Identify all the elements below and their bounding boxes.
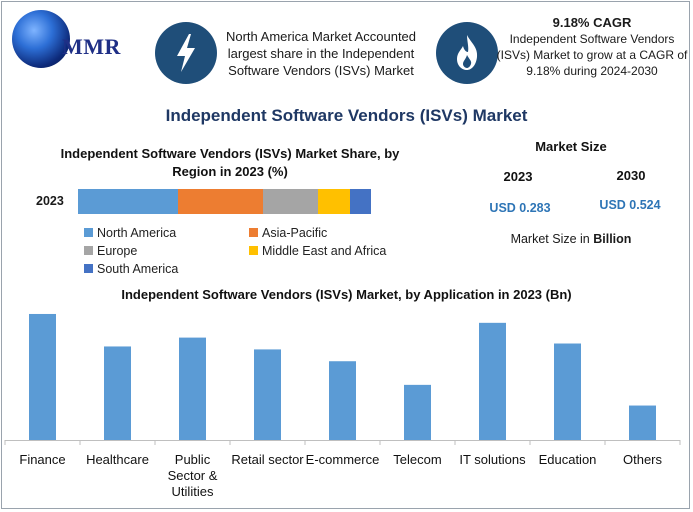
market-size-unit-prefix: Market Size in [510,232,594,246]
page-title: Independent Software Vendors (ISVs) Mark… [165,106,528,125]
cagr-title: 9.18% CAGR [552,15,632,30]
globe-logo-icon [12,10,70,68]
market-size-value-2030: USD 0.524 [599,198,661,212]
flame-icon [436,22,498,84]
legend-europe: Europe [84,244,137,258]
legend-swatch [84,228,93,237]
category-label: Telecom [393,452,442,467]
legend-south-america: South America [84,262,178,276]
cagr-description: Independent Software Vendors (ISVs) Mark… [496,32,688,78]
category-label: Retail sector [231,452,304,467]
logo-text: MMR [62,34,121,59]
legend-label: Europe [97,244,138,258]
lightning-icon [155,22,217,84]
bar-public-sector-utilities [179,337,206,440]
stack-segment-south-america [350,189,371,214]
category-label: Education [538,452,597,467]
bar-finance [29,313,56,440]
legend-swatch [249,246,258,255]
legend-middle-east-africa: Middle East and Africa [249,244,386,258]
application-chart-title: Independent Software Vendors (ISVs) Mark… [121,287,572,302]
category-label: Healthcare [86,452,149,467]
legend-asia-pacific: Asia-Pacific [249,226,327,240]
stack-segment-middle-east-and-africa [318,189,351,214]
category-label: IT solutions [459,452,526,467]
bar-it-solutions [479,322,506,440]
region-stacked-bar [78,189,371,214]
bar-retail-sector [254,349,281,440]
legend-label: North America [97,226,177,240]
legend-swatch [84,246,93,255]
stack-segment-asia-pacific [177,189,263,214]
region-chart-year-label: 2023 [36,194,64,208]
north-america-share-text: North America Market Accounted largest s… [225,29,417,78]
bar-education [554,343,581,440]
category-label: Others [622,452,662,467]
bar-telecom [404,384,431,440]
application-bar-chart [4,313,681,445]
market-size-year-2030: 2030 [616,168,646,183]
legend-north-america: North America [84,226,176,240]
stack-segment-north-america [78,189,178,214]
market-size-title: Market Size [535,139,607,154]
market-size-unit: Market Size in Billion [471,232,671,246]
region-chart-title: Independent Software Vendors (ISVs) Mark… [60,146,400,179]
category-label: E-commerce [305,452,380,467]
bar-e-commerce [329,361,356,440]
legend-label: Middle East and Africa [262,244,387,258]
stack-segment-europe [262,189,319,214]
market-size-value-2023: USD 0.283 [489,201,551,215]
legend-swatch [84,264,93,273]
legend-label: Asia-Pacific [262,226,328,240]
bar-others [629,405,656,440]
legend-swatch [249,228,258,237]
legend-label: South America [97,262,179,276]
bar-healthcare [104,346,131,440]
category-label: Public Sector & Utilities [167,452,218,499]
category-label: Finance [19,452,66,467]
market-size-unit-bold: Billion [593,232,632,246]
market-size-year-2023: 2023 [503,169,533,184]
